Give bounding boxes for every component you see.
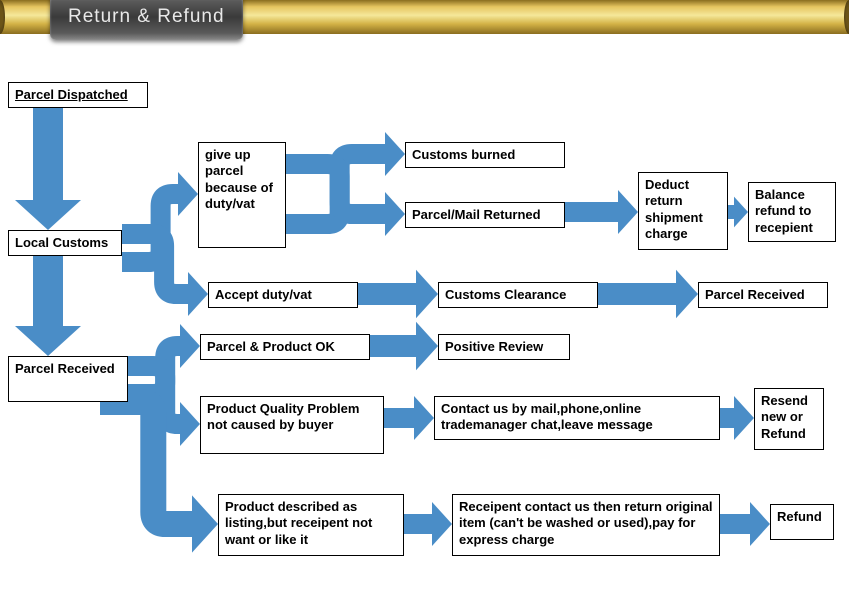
- node-dispatched: Parcel Dispatched: [8, 82, 148, 108]
- node-ok: Parcel & Product OK: [200, 334, 370, 360]
- node-accept: Accept duty/vat: [208, 282, 358, 308]
- header-bar: Return & Refund: [0, 0, 849, 34]
- node-described: Product described as listing,but receipe…: [218, 494, 404, 556]
- node-received_out: Parcel Received: [698, 282, 828, 308]
- node-burned: Customs burned: [405, 142, 565, 168]
- node-quality: Product Quality Problem not caused by bu…: [200, 396, 384, 454]
- header-title: Return & Refund: [68, 6, 225, 28]
- node-giveup: give up parcel because of duty/vat: [198, 142, 286, 248]
- arrows-layer: [0, 34, 849, 590]
- node-positive: Positive Review: [438, 334, 570, 360]
- node-deduct: Deduct return shipment charge: [638, 172, 728, 250]
- node-resend: Resend new or Refund: [754, 388, 824, 450]
- node-clearance: Customs Clearance: [438, 282, 598, 308]
- node-returned: Parcel/Mail Returned: [405, 202, 565, 228]
- node-refund: Refund: [770, 504, 834, 540]
- node-contact: Contact us by mail,phone,online trademan…: [434, 396, 720, 440]
- flowchart-canvas: Parcel Dispatched Local Customs give up pa…: [0, 34, 849, 590]
- node-local_customs: Local Customs: [8, 230, 122, 256]
- node-balance: Balance refund to recepient: [748, 182, 836, 242]
- node-return_item: Receipent contact us then return origina…: [452, 494, 720, 556]
- node-parcel_received: Parcel Received: [8, 356, 128, 402]
